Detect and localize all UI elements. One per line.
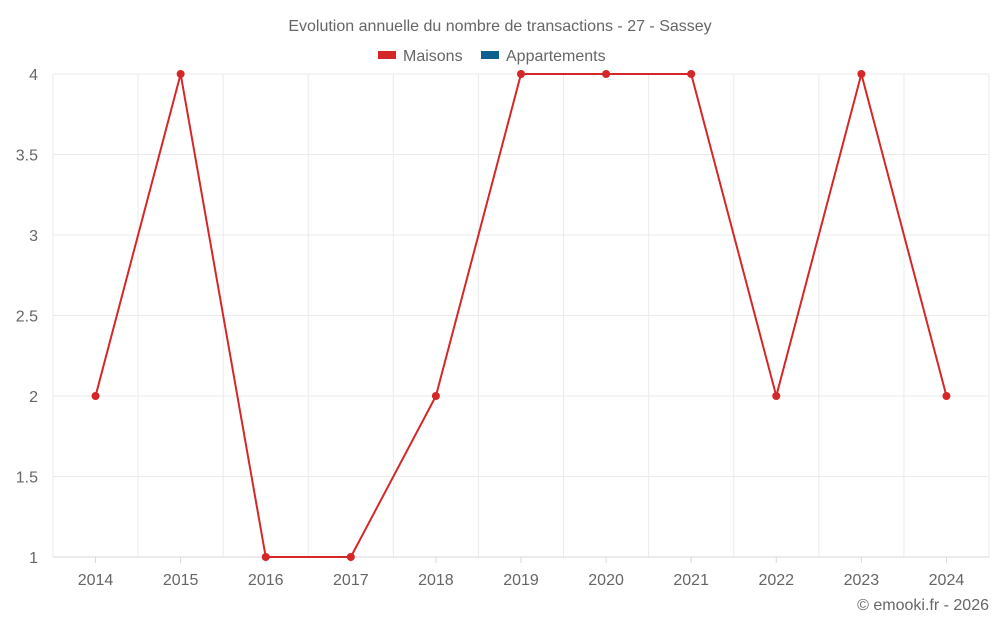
data-point-maisons-2016[interactable] (261, 553, 270, 561)
x-tick-label: 2014 (78, 572, 114, 589)
x-tick-label: 2015 (163, 572, 199, 589)
x-tick-label: 2019 (503, 572, 539, 589)
x-tick-label: 2017 (333, 572, 369, 589)
y-tick-label: 4 (29, 67, 38, 84)
data-point-maisons-2019[interactable] (517, 70, 525, 78)
credit-text: © emooki.fr - 2026 (857, 597, 989, 614)
x-axis-ticks: 2014 2015 2016 2017 2018 2019 2020 2021 2022 2023… (78, 557, 965, 589)
data-point-maisons-2024[interactable] (942, 392, 951, 400)
y-tick-label: 2.5 (16, 309, 38, 326)
data-point-maisons-2020[interactable] (602, 70, 611, 78)
y-axis-ticks: 1 1.5 2 2.5 3 3.5 4 (16, 67, 38, 567)
x-tick-label: 2021 (673, 572, 709, 589)
y-tick-label: 3 (29, 228, 38, 245)
data-point-maisons-2021[interactable] (687, 70, 696, 78)
chart-title: Evolution annuelle du nombre de transact… (288, 18, 711, 35)
y-tick-label: 1 (29, 550, 38, 567)
data-point-maisons-2023[interactable] (857, 70, 866, 78)
series-layer (91, 70, 951, 561)
y-tick-label: 2 (29, 389, 38, 406)
x-tick-label: 2022 (758, 572, 794, 589)
y-tick-label: 1.5 (16, 470, 38, 487)
data-point-maisons-2018[interactable] (431, 392, 440, 400)
y-tick-label: 3.5 (16, 148, 38, 165)
legend-swatch-appartements (481, 51, 499, 59)
x-tick-label: 2020 (588, 572, 624, 589)
x-tick-label: 2024 (929, 572, 965, 589)
x-tick-label: 2016 (248, 572, 284, 589)
data-point-maisons-2017[interactable] (346, 553, 355, 561)
legend: Maisons Appartements (378, 48, 606, 65)
data-point-maisons-2014[interactable] (91, 392, 100, 400)
legend-label-maisons[interactable]: Maisons (403, 48, 463, 65)
legend-label-appartements[interactable]: Appartements (506, 48, 606, 65)
legend-swatch-maisons (378, 51, 396, 59)
x-tick-label: 2018 (418, 572, 454, 589)
data-point-maisons-2022[interactable] (772, 392, 781, 400)
x-tick-label: 2023 (844, 572, 880, 589)
data-point-maisons-2015[interactable] (176, 70, 185, 78)
